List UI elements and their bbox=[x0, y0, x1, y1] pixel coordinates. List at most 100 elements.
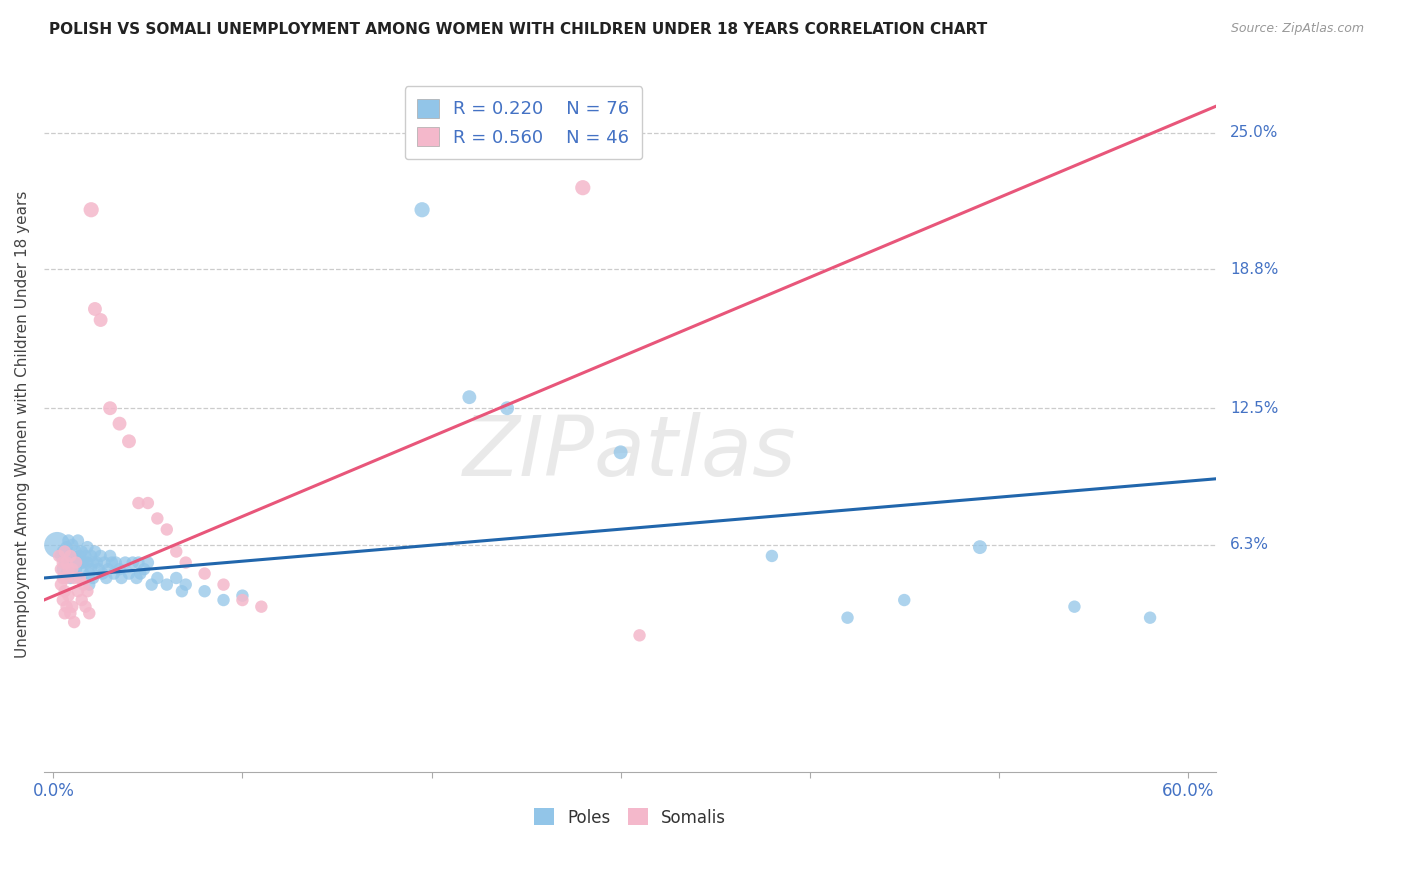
Point bbox=[60, 538, 83, 552]
Text: 12.5%: 12.5% bbox=[1230, 401, 1278, 416]
Point bbox=[136, 556, 159, 570]
Point bbox=[101, 556, 124, 570]
Point bbox=[52, 571, 75, 585]
Point bbox=[96, 571, 118, 585]
Legend: Poles, Somalis: Poles, Somalis bbox=[527, 802, 733, 833]
Point bbox=[60, 599, 83, 614]
Point bbox=[411, 202, 433, 217]
Point bbox=[52, 593, 75, 607]
Point bbox=[174, 556, 197, 570]
Point bbox=[55, 599, 77, 614]
Point bbox=[55, 571, 77, 585]
Point bbox=[82, 571, 104, 585]
Point bbox=[49, 562, 72, 576]
Point bbox=[63, 566, 86, 581]
Point bbox=[80, 549, 103, 563]
Point bbox=[496, 401, 519, 416]
Point bbox=[108, 417, 131, 431]
Point bbox=[86, 556, 108, 570]
Point bbox=[165, 571, 187, 585]
Point bbox=[82, 556, 104, 570]
Point bbox=[969, 540, 991, 554]
Point bbox=[103, 566, 125, 581]
Point bbox=[69, 571, 91, 585]
Point bbox=[58, 533, 80, 548]
Text: POLISH VS SOMALI UNEMPLOYMENT AMONG WOMEN WITH CHILDREN UNDER 18 YEARS CORRELATI: POLISH VS SOMALI UNEMPLOYMENT AMONG WOME… bbox=[49, 22, 987, 37]
Point bbox=[212, 593, 235, 607]
Point bbox=[893, 593, 915, 607]
Point bbox=[170, 584, 193, 599]
Point bbox=[72, 577, 94, 591]
Point bbox=[194, 566, 217, 581]
Point bbox=[146, 511, 169, 525]
Point bbox=[60, 562, 83, 576]
Point bbox=[72, 556, 94, 570]
Point bbox=[156, 523, 179, 537]
Text: ZIPatlas: ZIPatlas bbox=[463, 412, 797, 493]
Point bbox=[77, 607, 100, 621]
Point bbox=[141, 577, 163, 591]
Point bbox=[49, 577, 72, 591]
Point bbox=[52, 544, 75, 558]
Point bbox=[212, 577, 235, 591]
Point bbox=[108, 562, 131, 576]
Point bbox=[572, 180, 595, 194]
Point bbox=[609, 445, 631, 459]
Point bbox=[55, 556, 77, 570]
Point bbox=[63, 571, 86, 585]
Point bbox=[77, 577, 100, 591]
Point bbox=[63, 556, 86, 570]
Point bbox=[93, 556, 115, 570]
Point bbox=[53, 544, 76, 558]
Point bbox=[110, 571, 132, 585]
Point bbox=[231, 593, 253, 607]
Point bbox=[125, 571, 148, 585]
Point bbox=[58, 549, 80, 563]
Point bbox=[87, 562, 110, 576]
Point bbox=[761, 549, 783, 563]
Point bbox=[1139, 610, 1161, 624]
Point bbox=[59, 607, 82, 621]
Point bbox=[84, 544, 107, 558]
Text: 18.8%: 18.8% bbox=[1230, 261, 1278, 277]
Text: 6.3%: 6.3% bbox=[1230, 537, 1270, 552]
Point bbox=[90, 313, 112, 327]
Point bbox=[66, 584, 89, 599]
Point bbox=[65, 556, 87, 570]
Point bbox=[59, 549, 82, 563]
Point bbox=[156, 577, 179, 591]
Point bbox=[66, 556, 89, 570]
Point bbox=[84, 301, 107, 316]
Point bbox=[76, 584, 98, 599]
Point bbox=[55, 566, 77, 581]
Point bbox=[458, 390, 481, 404]
Point bbox=[59, 556, 82, 570]
Point bbox=[837, 610, 859, 624]
Point bbox=[132, 562, 155, 576]
Point bbox=[127, 556, 149, 570]
Point bbox=[72, 566, 94, 581]
Point bbox=[77, 566, 100, 581]
Point bbox=[118, 566, 141, 581]
Point bbox=[70, 544, 93, 558]
Point bbox=[58, 562, 80, 576]
Point bbox=[53, 556, 76, 570]
Point bbox=[63, 615, 86, 629]
Y-axis label: Unemployment Among Women with Children Under 18 years: Unemployment Among Women with Children U… bbox=[15, 191, 30, 658]
Point bbox=[52, 562, 75, 576]
Point bbox=[75, 571, 97, 585]
Point bbox=[165, 544, 187, 558]
Point bbox=[97, 562, 120, 576]
Point bbox=[104, 556, 127, 570]
Point bbox=[48, 549, 70, 563]
Point bbox=[49, 549, 72, 563]
Point bbox=[114, 556, 136, 570]
Point bbox=[65, 562, 87, 576]
Point bbox=[53, 584, 76, 599]
Point bbox=[46, 538, 69, 552]
Point bbox=[75, 549, 97, 563]
Point bbox=[121, 556, 143, 570]
Point bbox=[58, 589, 80, 603]
Point bbox=[70, 556, 93, 570]
Point bbox=[91, 566, 114, 581]
